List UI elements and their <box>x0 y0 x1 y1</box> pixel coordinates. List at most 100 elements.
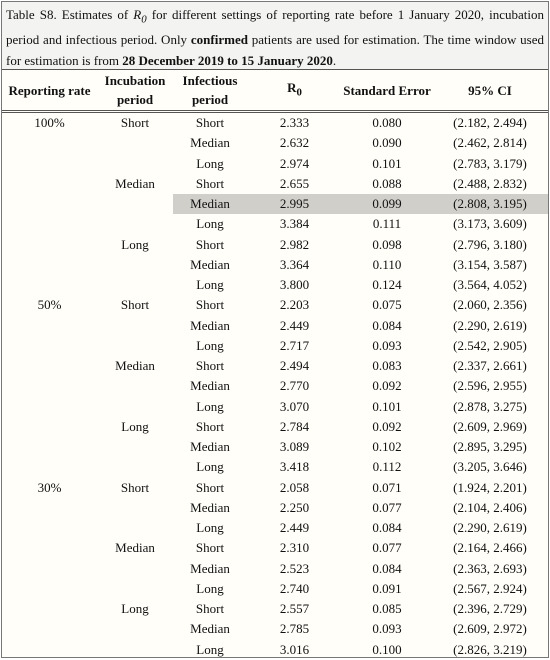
table-cell: 3.384 <box>279 216 310 232</box>
table-cell: 0.083 <box>372 358 402 374</box>
table-cell: Long <box>196 520 224 536</box>
table-cell: (2.609, 2.969) <box>453 418 527 434</box>
table-cell: 0.091 <box>372 580 402 596</box>
table-cell: Long <box>196 641 224 657</box>
table-cell: 0.111 <box>372 216 402 232</box>
table-cell <box>97 619 173 639</box>
table-cell <box>2 214 97 234</box>
table-row: Median 2.250 0.077 (2.104, 2.406) <box>2 498 548 518</box>
table-cell: Short <box>195 115 225 131</box>
table-cell: (3.154, 3.587) <box>453 256 527 272</box>
table-row: Long Short 2.982 0.098 (2.796, 3.180) <box>2 235 548 255</box>
table-cell <box>2 194 97 214</box>
table-cell: Long <box>196 459 224 475</box>
table-cell: 0.092 <box>372 378 402 394</box>
table-cell: Long <box>196 155 224 171</box>
table-row: Long 3.418 0.112 (3.205, 3.646) <box>2 457 548 477</box>
table-cell: (2.164, 2.466) <box>453 540 527 556</box>
table-cell: 0.071 <box>372 479 402 495</box>
table-cell: 2.058 <box>279 479 310 495</box>
header-cell: Infectious period <box>173 70 247 113</box>
caption-text: Table S8. Estimates of <box>6 7 134 22</box>
table-cell <box>97 640 173 660</box>
table-cell: 0.112 <box>372 459 402 475</box>
table-cell <box>97 457 173 477</box>
table-cell: Median <box>115 358 155 374</box>
table-cell: 3.418 <box>279 459 310 475</box>
table-cell: (2.337, 2.661) <box>453 358 527 374</box>
table-cell: Median <box>190 378 230 394</box>
table-cell: (2.104, 2.406) <box>453 499 527 515</box>
table-cell: (2.609, 2.972) <box>453 621 527 637</box>
table-cell: Median <box>190 621 230 637</box>
table-cell: 0.093 <box>372 621 402 637</box>
table-cell: Short <box>120 479 150 495</box>
table-cell: 2.717 <box>279 337 310 353</box>
header-cell: Incubation period <box>97 70 173 113</box>
table-cell: 3.364 <box>279 256 310 272</box>
caption-text: . <box>332 52 337 68</box>
table-cell: (2.783, 3.179) <box>453 155 527 171</box>
table-cell: (1.924, 2.201) <box>453 479 527 495</box>
caption-symbol: R <box>133 7 142 22</box>
table-cell <box>97 559 173 579</box>
table-cell: Median <box>190 499 230 515</box>
table-cell: Short <box>195 540 225 556</box>
table-cell <box>2 356 97 376</box>
table-cell: 100% <box>34 115 65 131</box>
table-cell: Long <box>196 580 224 596</box>
table-row: Median 2.449 0.084 (2.290, 2.619) <box>2 316 548 336</box>
table-cell: (3.564, 4.052) <box>453 277 527 293</box>
table-cell <box>2 255 97 275</box>
table-cell <box>97 275 173 295</box>
table-cell: Long <box>196 216 224 232</box>
table-cell: 2.250 <box>279 499 310 515</box>
table-row: Long 3.384 0.111 (3.173, 3.609) <box>2 214 548 234</box>
table-cell: 0.110 <box>372 256 402 272</box>
table-cell: (2.290, 2.619) <box>453 520 527 536</box>
table-cell: 2.982 <box>279 236 310 252</box>
caption-bold: confirmed <box>190 32 248 48</box>
caption-subscript: 0 <box>141 13 147 26</box>
table-cell: Short <box>120 297 150 313</box>
table-cell: 2.995 <box>247 194 342 215</box>
table-cell: 50% <box>37 297 62 313</box>
table-cell: 2.740 <box>279 580 310 596</box>
table-row: Long 2.449 0.084 (2.290, 2.619) <box>2 518 548 538</box>
table-cell: 0.101 <box>372 398 402 414</box>
table-cell: 3.089 <box>279 439 310 455</box>
table-row: Median 2.523 0.084 (2.363, 2.693) <box>2 559 548 579</box>
header-subscript: 0 <box>296 86 302 99</box>
table-cell: 2.333 <box>279 115 310 131</box>
table-cell <box>2 235 97 255</box>
table-cell: Median <box>173 194 247 215</box>
table-cell: 0.088 <box>372 175 402 191</box>
table-row: Median 2.785 0.093 (2.609, 2.972) <box>2 619 548 639</box>
table-row: Long 2.717 0.093 (2.542, 2.905) <box>2 336 548 356</box>
table-row: Long 2.974 0.101 (2.783, 3.179) <box>2 154 548 174</box>
table-cell: Long <box>196 337 224 353</box>
table-cell: Median <box>115 175 155 191</box>
table-cell: Median <box>190 256 230 272</box>
table-cell: (2.363, 2.693) <box>453 560 527 576</box>
table-row: Median 3.364 0.110 (3.154, 3.587) <box>2 255 548 275</box>
table-cell: Long <box>121 601 149 617</box>
table-cell <box>97 316 173 336</box>
table-cell <box>2 154 97 174</box>
table-cell <box>2 336 97 356</box>
header-symbol: R <box>287 79 297 95</box>
table-cell: Median <box>190 439 230 455</box>
table-cell <box>2 376 97 396</box>
table-cell: (2.826, 3.219) <box>453 641 527 657</box>
table-cell <box>97 194 173 214</box>
table-cell: 2.310 <box>279 540 310 556</box>
table-cell <box>2 397 97 417</box>
table-cell: Median <box>190 317 230 333</box>
table-cell <box>2 518 97 538</box>
table-row: Long Short 2.557 0.085 (2.396, 2.729) <box>2 599 548 619</box>
table-cell <box>2 457 97 477</box>
table-cell: 0.124 <box>372 277 402 293</box>
table-row: Median 3.089 0.102 (2.895, 3.295) <box>2 437 548 457</box>
table-cell: Short <box>195 236 225 252</box>
table-cell: 0.098 <box>372 236 402 252</box>
